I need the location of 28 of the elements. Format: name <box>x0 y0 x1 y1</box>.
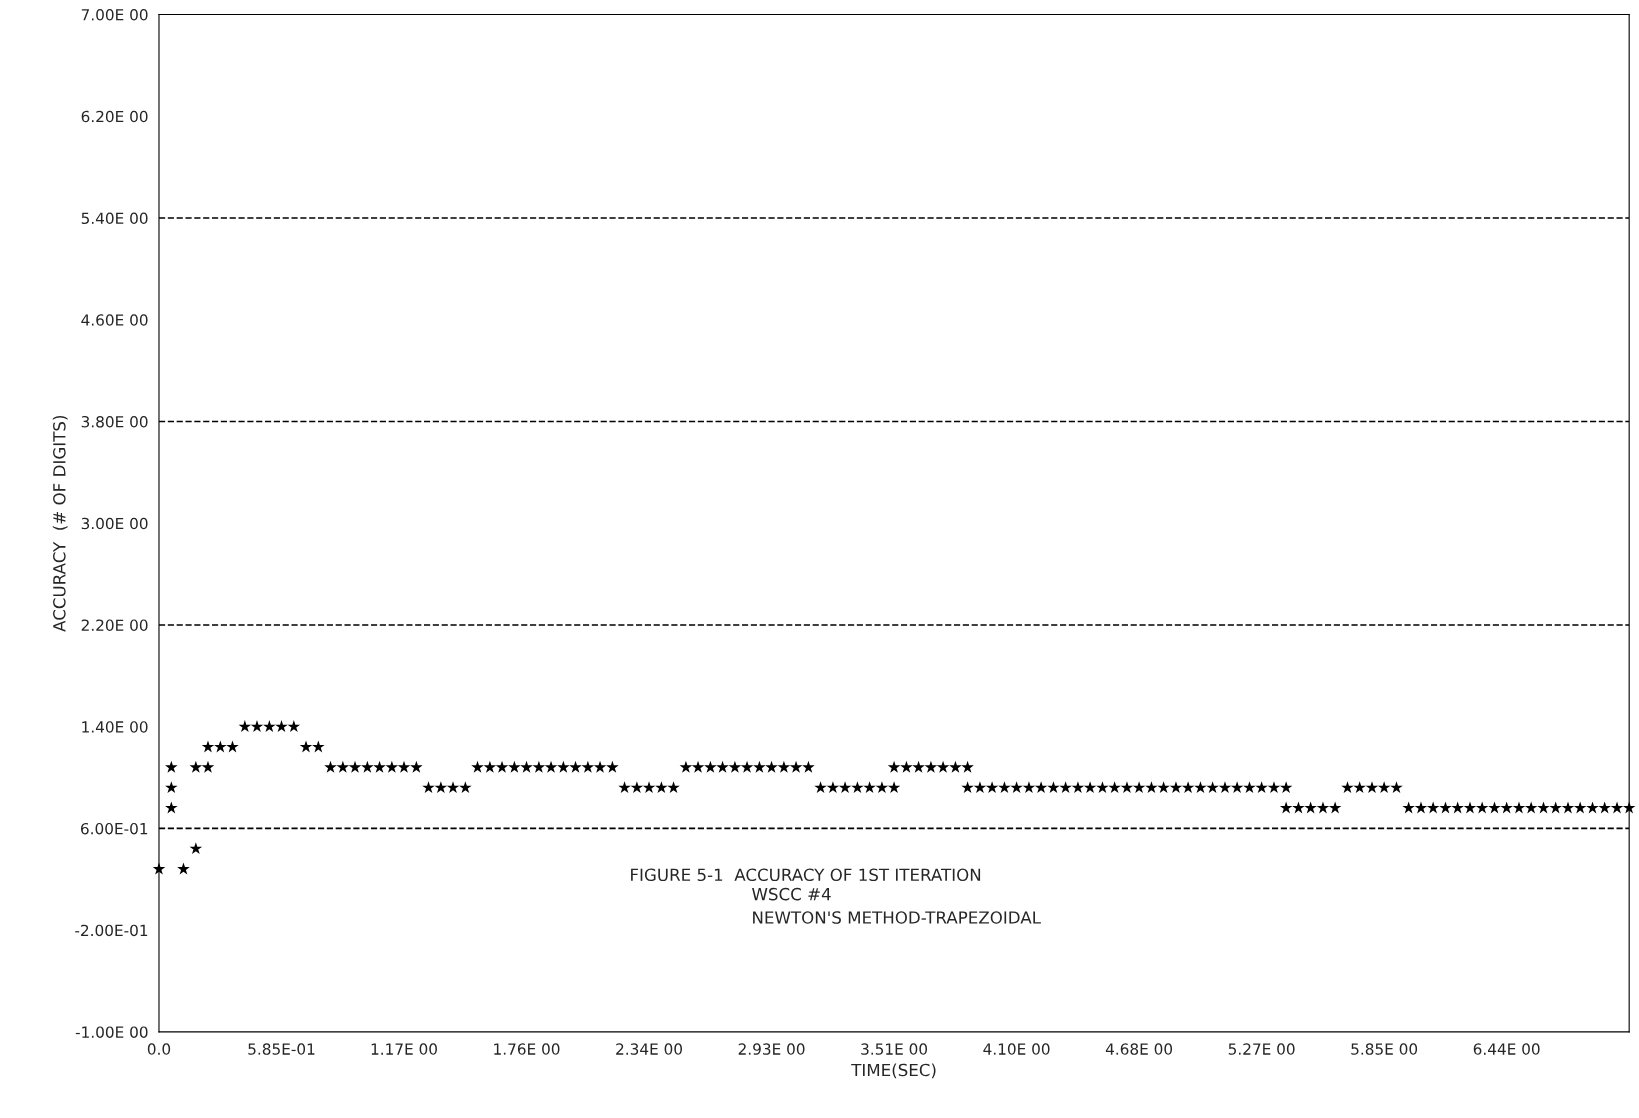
y-tick-label: 6.00E-01 <box>81 822 148 835</box>
y-tick-label: 7.00E 00 <box>81 9 148 21</box>
x-tick-label: 6.44E 00 <box>1473 1043 1540 1055</box>
x-tick-label: 5.85E-01 <box>248 1043 315 1055</box>
y-tick-label: 6.20E 00 <box>81 110 148 123</box>
y-tick-label: 3.00E 00 <box>81 517 148 530</box>
x-tick-label: 2.93E 00 <box>738 1043 805 1055</box>
annotation: NEWTON'S METHOD-TRAPEZOIDAL <box>753 911 1041 924</box>
x-tick-label: 5.85E 00 <box>1351 1043 1418 1055</box>
y-tick-label: 1.40E 00 <box>82 721 148 733</box>
y-axis-title: ACCURACY (# OF DIGITS) <box>52 415 68 632</box>
x-tick-label: 3.51E 00 <box>861 1043 928 1055</box>
x-tick-label: 1.17E 00 <box>371 1043 437 1055</box>
annotation: FIGURE 5-1 ACCURACY OF 1ST ITERATION <box>631 868 981 882</box>
y-tick-label: -2.00E-01 <box>75 924 148 937</box>
y-tick-label: 4.60E 00 <box>81 314 148 326</box>
x-tick-label: 1.76E 00 <box>494 1043 560 1055</box>
annotation: WSCC #4 <box>752 887 831 901</box>
x-tick-label: 0.0 <box>147 1043 171 1055</box>
x-tick-label: 5.27E 00 <box>1228 1043 1295 1055</box>
x-axis-title: TIME(SEC) <box>851 1063 936 1079</box>
x-tick-label: 4.68E 00 <box>1105 1043 1173 1055</box>
y-tick-label: 3.80E 00 <box>81 415 148 428</box>
y-tick-label: 2.20E 00 <box>81 619 148 631</box>
x-tick-label: 2.34E 00 <box>616 1043 683 1055</box>
y-tick-label: 5.40E 00 <box>81 212 148 225</box>
y-tick-label: -1.00E 00 <box>75 1026 148 1038</box>
x-tick-label: 4.10E 00 <box>983 1043 1050 1055</box>
